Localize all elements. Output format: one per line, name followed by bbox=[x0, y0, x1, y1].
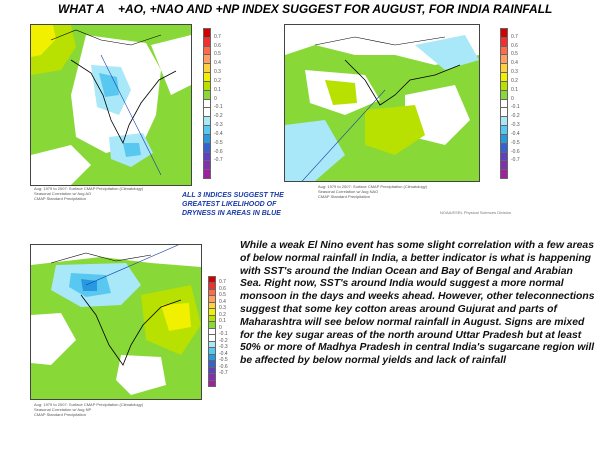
map-nao-caption-line-3: CMAP Standard Precipitation bbox=[318, 194, 370, 199]
map-np-border bbox=[50, 252, 152, 264]
map-nao-border bbox=[314, 36, 446, 46]
map-np-west-white bbox=[31, 313, 76, 365]
colorbar-label: -0.2 bbox=[511, 113, 520, 120]
map-ao-sw-white bbox=[31, 145, 91, 185]
map-ao-blue-region bbox=[99, 73, 119, 97]
colorbar-label: -0.2 bbox=[214, 113, 223, 120]
colorbar-label: 0.7 bbox=[219, 279, 226, 286]
map-panel-np bbox=[30, 244, 202, 400]
map-nao-sw-cyan bbox=[285, 120, 345, 181]
annotation-line-2: GREATEST LIKELIHOOD OF bbox=[182, 201, 277, 208]
map-np-pointer-line bbox=[85, 245, 179, 286]
colorbar-label: 0.7 bbox=[511, 33, 518, 40]
map-np-caption-line-1: Aug: 1979 to 2007: Surface CMAP Precipit… bbox=[34, 402, 144, 407]
colorbar-label: 0.1 bbox=[214, 86, 221, 93]
map-ao-ne-white bbox=[151, 35, 191, 95]
colorbar-label: 0.7 bbox=[214, 33, 221, 40]
colorbar-swatch bbox=[203, 169, 211, 179]
map-nao-caption: Aug: 1979 to 2007: Surface CMAP Precipit… bbox=[318, 184, 427, 199]
colorbar-swatch bbox=[208, 379, 216, 387]
colorbar-label: 0.4 bbox=[214, 60, 221, 67]
colorbar-label: -0.1 bbox=[214, 104, 223, 111]
map-ao-caption: Aug: 1979 to 2007: Surface CMAP Precipit… bbox=[34, 186, 143, 201]
colorbar-label: -0.6 bbox=[219, 363, 228, 370]
map-ao-caption-line-1: Aug: 1979 to 2007: Surface CMAP Precipit… bbox=[34, 186, 144, 191]
colorbar-label: 0.6 bbox=[511, 42, 518, 49]
colorbar-label: 0.4 bbox=[219, 298, 226, 305]
map-panel-ao bbox=[30, 24, 192, 186]
body-paragraph: While a weak El Nino event has some slig… bbox=[240, 240, 595, 367]
map-ao-yellow-core bbox=[31, 25, 56, 57]
credit-text: NOAA/ESRL Physical Sciences Division bbox=[440, 210, 512, 215]
map-np-north-white bbox=[31, 245, 201, 267]
map-nao-pointer-line bbox=[301, 89, 386, 181]
colorbar-label: -0.3 bbox=[219, 344, 228, 351]
map-panel-nao bbox=[284, 24, 480, 182]
colorbar-label: -0.6 bbox=[511, 148, 520, 155]
colorbar-label: -0.6 bbox=[214, 148, 223, 155]
map-ao-caption-line-3: CMAP Standard Precipitation bbox=[34, 196, 86, 201]
colorbar-label: -0.7 bbox=[219, 370, 228, 377]
colorbar-label: -0.5 bbox=[511, 139, 520, 146]
colorbar-label: -0.4 bbox=[219, 350, 228, 357]
colorbar-label: -0.4 bbox=[214, 130, 223, 137]
map-nao-yellow-region bbox=[325, 80, 357, 105]
colorbar-label: -0.1 bbox=[219, 331, 228, 338]
map-np-caption: Aug: 1979 to 2007: Surface CMAP Precipit… bbox=[34, 402, 143, 417]
title-part-1: WHAT A bbox=[58, 2, 105, 16]
colorbar-label: -0.1 bbox=[511, 104, 520, 111]
colorbar-label: 0.6 bbox=[214, 42, 221, 49]
annotation-line-3: DRYNESS IN AREAS IN BLUE bbox=[182, 210, 281, 217]
colorbar-label: 0.3 bbox=[214, 69, 221, 76]
colorbar-swatch bbox=[500, 169, 508, 179]
colorbar-label: -0.4 bbox=[511, 130, 520, 137]
map-nao-caption-line-2: Seasonal Correlation w/ Aug NAO bbox=[318, 189, 379, 194]
title-part-2: +AO, +NAO AND +NP INDEX SUGGEST FOR AUGU… bbox=[118, 2, 553, 16]
map-np-south-white bbox=[116, 355, 166, 395]
colorbar-label: 0.5 bbox=[219, 292, 226, 299]
map-np-plot bbox=[31, 245, 201, 399]
annotation-line-1: ALL 3 INDICES SUGGEST THE bbox=[182, 192, 284, 199]
colorbar-label: 0.1 bbox=[511, 86, 518, 93]
map-ao-coastline bbox=[70, 59, 177, 145]
map-np-blue-core bbox=[81, 279, 97, 291]
colorbar-label: 0.3 bbox=[511, 69, 518, 76]
map-nao-plot bbox=[285, 25, 479, 181]
map-np-caption-line-3: CMAP Standard Precipitation bbox=[34, 412, 86, 417]
colorbar-label: 0 bbox=[511, 95, 514, 102]
page-title: WHAT A +AO, +NAO AND +NP INDEX SUGGEST F… bbox=[0, 2, 600, 18]
colorbar-label: 0.5 bbox=[214, 51, 221, 58]
map-np-caption-line-2: Seasonal Correlation w/ Aug NP bbox=[34, 407, 92, 412]
colorbar-label: 0 bbox=[214, 95, 217, 102]
map-ao-plot bbox=[31, 25, 191, 185]
map-ao-caption-line-2: Seasonal Correlation w/ Aug AO bbox=[34, 191, 92, 196]
annotation-callout: ALL 3 INDICES SUGGEST THE GREATEST LIKEL… bbox=[182, 191, 314, 218]
colorbar-label: 0.2 bbox=[511, 77, 518, 84]
colorbar-label: -0.3 bbox=[511, 122, 520, 129]
map-np-coastline bbox=[80, 294, 182, 366]
colorbar-label: 0.2 bbox=[219, 311, 226, 318]
colorbar-label: 0.5 bbox=[511, 51, 518, 58]
map-ao-pointer-line bbox=[100, 54, 162, 176]
colorbar-label: 0.6 bbox=[219, 285, 226, 292]
map-nao-caption-line-1: Aug: 1979 to 2007: Surface CMAP Precipit… bbox=[318, 184, 428, 189]
colorbar-label: 0.3 bbox=[219, 305, 226, 312]
map-ao-south-blue bbox=[123, 143, 141, 157]
colorbar-label: -0.3 bbox=[214, 122, 223, 129]
map-ao-border bbox=[50, 29, 162, 46]
map-nao-cyan-region bbox=[415, 35, 479, 70]
colorbar-label: -0.5 bbox=[214, 139, 223, 146]
colorbar-label: 0.1 bbox=[219, 318, 226, 325]
colorbar-label: 0.2 bbox=[214, 77, 221, 84]
map-nao-central-yellow bbox=[365, 105, 425, 155]
colorbar-label: -0.7 bbox=[511, 157, 520, 164]
colorbar-label: -0.7 bbox=[214, 157, 223, 164]
colorbar-label: -0.5 bbox=[219, 357, 228, 364]
colorbar-label: -0.2 bbox=[219, 337, 228, 344]
colorbar-label: 0 bbox=[219, 324, 222, 331]
map-nao-coastline bbox=[344, 59, 461, 106]
map-np-yellow-core bbox=[161, 303, 191, 331]
colorbar-label: 0.4 bbox=[511, 60, 518, 67]
